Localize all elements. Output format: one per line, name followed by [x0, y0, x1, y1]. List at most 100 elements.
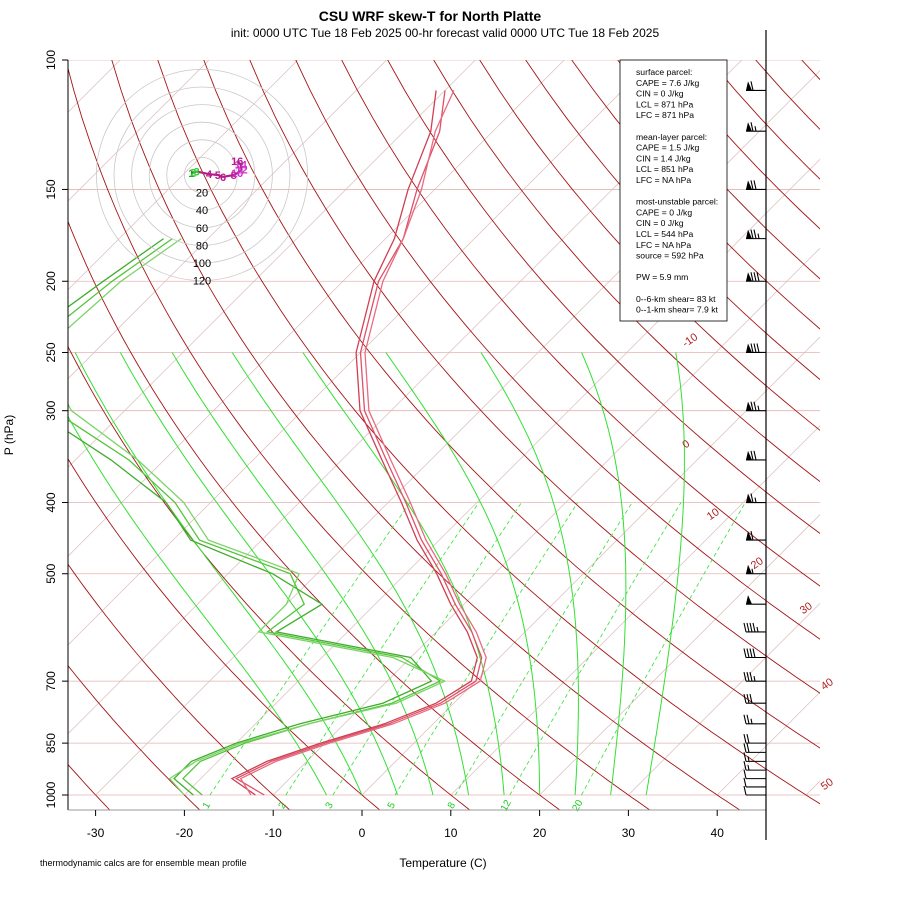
dry-adiabat-label: 30 [798, 600, 815, 617]
wind-barb [746, 343, 766, 354]
wind-barb-half [750, 718, 753, 724]
dry-adiabat [249, 60, 820, 694]
isotherm-line [68, 60, 121, 113]
chart-title: CSU WRF skew-T for North Platte [319, 8, 542, 24]
info-line: LFC = NA hPa [636, 240, 691, 250]
wind-barb-flag [743, 752, 747, 762]
wind-barb-half [747, 765, 750, 771]
hodograph-height-label: 10 [231, 168, 243, 180]
wind-barb [743, 714, 766, 725]
isotherm-line [68, 60, 565, 557]
dry-adiabat [341, 60, 820, 587]
wind-barb-flag [743, 734, 747, 744]
wind-barb-half [753, 676, 756, 682]
wind-barb-flag [749, 672, 753, 682]
moist-adiabat [645, 352, 685, 796]
wind-barb-flag [746, 694, 750, 704]
wind-barb [743, 760, 766, 771]
isotherm-line [272, 247, 820, 796]
wind-barb-pennant [746, 229, 752, 239]
mixing-ratio-line [332, 502, 522, 796]
wind-barb [746, 122, 766, 132]
info-line: most-unstable parcel: [636, 197, 718, 207]
info-line: CIN = 1.4 J/kg [636, 153, 691, 163]
isotherm-line [450, 425, 820, 796]
hodograph-ring-label: 80 [196, 240, 208, 252]
dewpoint-profile-line [68, 238, 442, 796]
hodograph-height-label: 1 [188, 168, 194, 180]
wind-barb [743, 777, 766, 788]
wind-barb-flag [749, 694, 753, 704]
wind-barb-flag [743, 672, 747, 682]
wind-barb [743, 785, 766, 796]
isotherm-line [68, 60, 476, 468]
wind-barb-flag [753, 401, 757, 411]
wind-barb-flag [746, 743, 750, 753]
wind-barb-half [757, 233, 760, 239]
hodograph-ring [166, 139, 238, 211]
wind-barb-flag [743, 777, 747, 788]
wind-barb-half [747, 756, 750, 762]
mixing-ratio-line [394, 502, 579, 796]
wind-barb-flag [743, 694, 747, 704]
dry-adiabat [848, 60, 900, 811]
info-line: PW = 5.9 mm [636, 272, 688, 282]
isotherm-line [716, 691, 820, 796]
info-line: LFC = NA hPa [636, 175, 691, 185]
temperature-profile-line [234, 90, 483, 796]
wind-barb-flag [756, 343, 760, 353]
hodograph-ring-label: 40 [196, 205, 208, 217]
wind-barb-flag [746, 734, 750, 744]
wind-barb-flag [746, 622, 750, 633]
isotherm-lines [68, 60, 820, 796]
hodograph-height-label: 14 [235, 159, 248, 171]
wind-barb-pennant [746, 564, 752, 574]
wind-barb [746, 401, 766, 412]
wind-barb [746, 564, 766, 575]
moist-adiabat [231, 352, 470, 796]
wind-barb [743, 648, 766, 659]
wind-barb-flag [746, 714, 750, 724]
info-line: CIN = 0 J/kg [636, 218, 684, 228]
wind-barb-pennant [746, 595, 752, 605]
wind-barb-pennant [746, 401, 752, 411]
wind-barb-half [754, 497, 757, 503]
hodograph-height-label: 5 [215, 170, 221, 182]
hodograph-height-label: 2 [190, 167, 196, 179]
dry-adiabat [387, 60, 820, 534]
wind-barb-half [751, 568, 754, 574]
dry-adiabat-label: -10 [680, 331, 700, 350]
moist-adiabat [119, 352, 398, 796]
wind-barb [746, 180, 766, 190]
isotherm-line [68, 60, 299, 291]
mixing-ratio-line [285, 502, 480, 796]
dry-adiabat [525, 60, 820, 381]
wind-barb-flag [746, 648, 750, 658]
wind-barb-flag [750, 180, 754, 190]
hodograph-ring-label: 60 [196, 223, 208, 235]
wind-barb-flag [743, 622, 747, 633]
hodograph-height-label: 12 [235, 165, 247, 177]
hodograph-height-label: 16 [231, 156, 243, 168]
dry-adiabat [479, 60, 820, 431]
hodograph-ring [113, 86, 291, 264]
pressure-tick-label: 100 [44, 50, 58, 70]
temperature-tick-label: -10 [265, 826, 283, 840]
wind-barb [743, 752, 766, 762]
dry-adiabat-label: 50 [819, 776, 836, 793]
wind-barb-flag [753, 343, 757, 353]
info-line: LCL = 871 hPa [636, 99, 693, 109]
temperature-tick-label: 20 [533, 826, 547, 840]
dry-adiabat-label: 10 [705, 506, 722, 523]
mixing-ratio-line [509, 502, 682, 796]
pressure-tick-label: 250 [44, 342, 58, 362]
info-line: CAPE = 7.6 J/kg [636, 78, 700, 88]
temperature-tick-label: -30 [87, 826, 105, 840]
dry-adiabat [68, 763, 111, 810]
pressure-tick-label: 700 [44, 671, 58, 691]
wind-barb [743, 734, 766, 744]
wind-barb-flag [750, 122, 754, 132]
wind-barb [746, 229, 766, 240]
dry-adiabat [68, 458, 381, 810]
wind-barb-pennant [746, 272, 752, 282]
